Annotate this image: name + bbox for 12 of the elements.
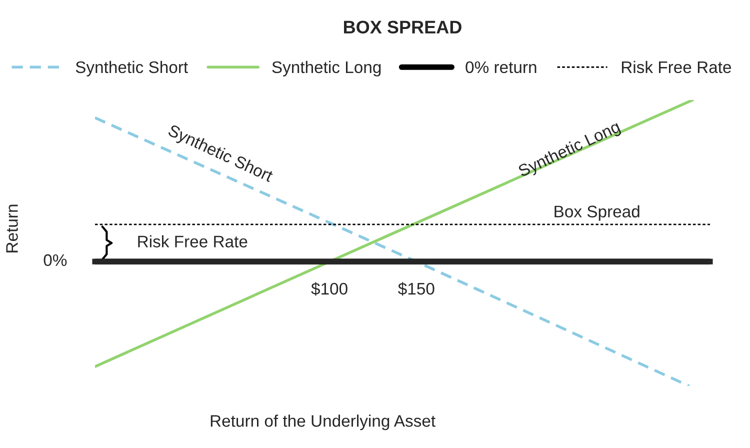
chart-title: BOX SPREAD [344, 20, 462, 34]
x-axis-title: Return of the Underlying Asset [210, 414, 436, 430]
legend-label: Risk Free Rate [622, 60, 732, 74]
legend-label: Synthetic Long [272, 60, 381, 76]
legend-label: Synthetic Short [76, 60, 188, 76]
annotation: 0% [44, 254, 67, 266]
legend-label: 0% return [466, 61, 536, 74]
annotation: Risk Free Rate [138, 235, 248, 248]
x-tick-label: $150 [398, 282, 434, 296]
y-axis-title: Return [6, 204, 18, 252]
x-tick-label: $100 [311, 282, 348, 296]
annotation: Box Spread [554, 205, 640, 221]
